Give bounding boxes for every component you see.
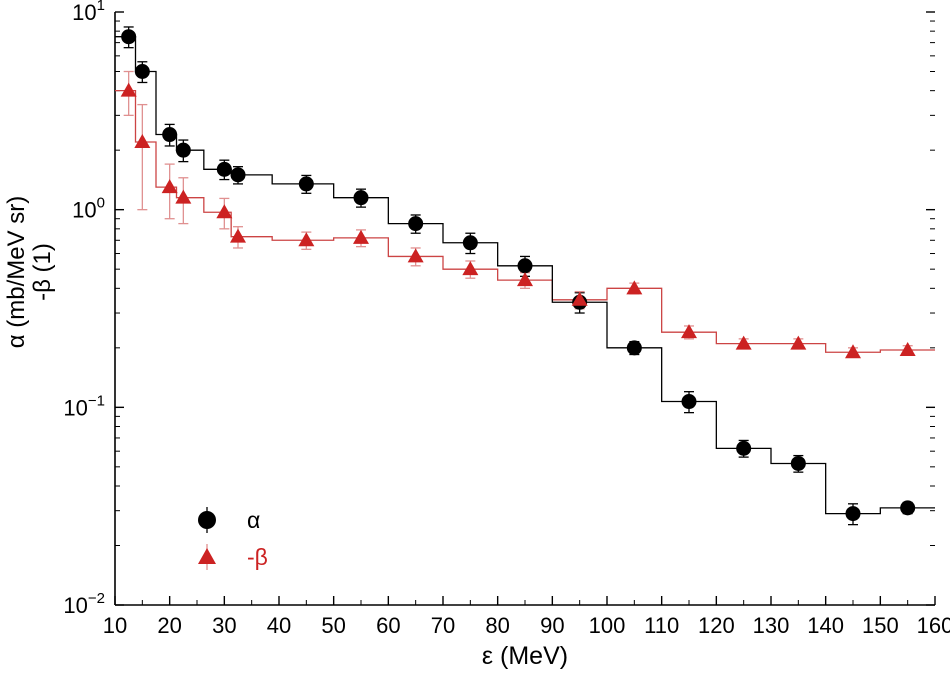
x-tick-label: 130 [753, 613, 790, 638]
data-point-circle [162, 127, 178, 143]
data-point-circle [845, 506, 861, 522]
data-point-triangle [462, 261, 479, 276]
x-tick-label: 50 [321, 613, 345, 638]
data-point-circle [462, 235, 478, 251]
x-tick-label: 70 [431, 613, 455, 638]
legend-label: -β [247, 544, 268, 570]
y-tick-label: 10−1 [63, 392, 105, 420]
data-point-triangle [899, 342, 916, 357]
x-tick-label: 140 [807, 613, 844, 638]
data-point-triangle [216, 204, 233, 219]
data-point-triangle [845, 344, 861, 359]
y-tick-label: 10−2 [63, 590, 105, 618]
data-point-circle [175, 142, 191, 158]
y-tick-label: 100 [72, 195, 105, 223]
legend-triangle-icon [198, 548, 216, 564]
data-point-triangle [571, 291, 588, 306]
data-point-triangle [353, 229, 369, 244]
error-bars-beta [123, 70, 913, 358]
y-axis-label-line2: -β (1) [29, 243, 56, 301]
data-point-circle [736, 440, 752, 456]
data-point-circle [626, 340, 642, 356]
legend-circle-icon [198, 511, 216, 529]
data-point-triangle [790, 335, 807, 350]
legend-label: α [247, 507, 260, 533]
x-tick-label: 150 [862, 613, 899, 638]
x-tick-label: 110 [644, 613, 679, 638]
data-point-circle [230, 167, 246, 183]
data-point-triangle [407, 248, 424, 263]
x-tick-label: 20 [157, 613, 181, 638]
data-point-circle [681, 394, 697, 410]
data-point-triangle [681, 324, 697, 339]
data-point-circle [900, 500, 916, 516]
x-tick-label: 120 [698, 613, 735, 638]
x-tick-label: 40 [267, 613, 291, 638]
x-tick-label: 100 [589, 613, 626, 638]
error-bars-alpha [123, 26, 913, 526]
legend: α -β [198, 507, 268, 570]
data-point-circle [353, 190, 369, 206]
data-point-circle [121, 29, 137, 45]
data-point-circle [216, 161, 232, 177]
data-point-triangle [230, 228, 246, 243]
data-point-triangle [134, 133, 151, 148]
y-tick-label: 101 [72, 0, 105, 25]
data-point-circle [517, 258, 533, 274]
data-point-triangle [120, 82, 137, 97]
series-alpha [121, 29, 916, 522]
x-tick-label: 90 [540, 613, 564, 638]
y-axis-label-line1: α (mb/MeV sr) [3, 196, 30, 349]
data-point-triangle [161, 179, 178, 194]
x-tick-label: 80 [485, 613, 509, 638]
x-tick-label: 30 [212, 613, 236, 638]
data-point-circle [134, 64, 150, 80]
series-beta [120, 82, 916, 359]
x-tick-label: 10 [103, 613, 127, 638]
data-point-circle [790, 455, 806, 471]
data-point-circle [298, 176, 314, 192]
data-point-triangle [517, 272, 533, 287]
data-point-triangle [298, 232, 315, 247]
x-axis-label: ε (MeV) [482, 642, 568, 670]
step-line-beta [115, 90, 935, 353]
data-point-triangle [735, 335, 752, 350]
axes: 10 20 30 40 50 60 70 80 90 100 110 120 130 140 150 160 1… [3, 0, 950, 670]
x-tick-label: 60 [376, 613, 400, 638]
data-point-triangle [175, 189, 192, 204]
x-tick-label: 160 [917, 613, 950, 638]
data-point-circle [408, 216, 424, 232]
data-point-triangle [626, 280, 643, 295]
